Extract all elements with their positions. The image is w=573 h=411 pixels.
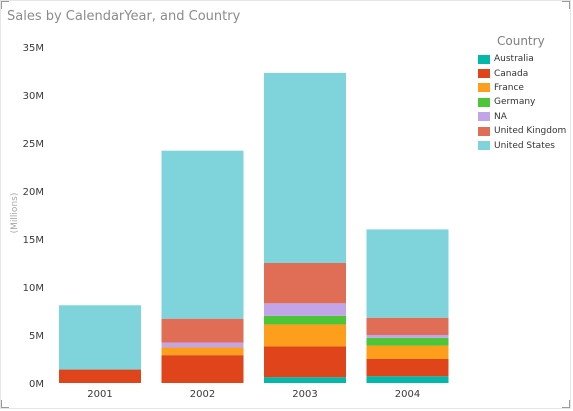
y-axis: 0M 5M 10M 15M 20M 25M 30M 35M xyxy=(23,43,44,390)
legend-title: Country xyxy=(497,34,545,48)
x-tick-label: 2001 xyxy=(87,389,112,400)
bar-segment[interactable] xyxy=(366,359,449,377)
bar-segment[interactable] xyxy=(264,324,346,347)
legend-label: France xyxy=(494,82,524,93)
y-tick-label: 15M xyxy=(23,235,44,246)
bar-segment[interactable] xyxy=(264,303,346,316)
bar-segment[interactable] xyxy=(161,318,244,343)
bar-segment[interactable] xyxy=(366,335,449,338)
bar-segment[interactable] xyxy=(161,347,244,356)
legend-item[interactable]: NA xyxy=(478,110,570,124)
legend-swatch xyxy=(478,83,490,93)
legend-label: Australia xyxy=(494,54,534,65)
legend-swatch xyxy=(478,141,490,151)
y-tick-label: 20M xyxy=(23,187,44,198)
bar-segment[interactable] xyxy=(264,263,346,304)
legend-items: Australia Canada France Germany NA United Kin… xyxy=(478,52,570,153)
bar-segment[interactable] xyxy=(59,305,141,370)
bar-segment[interactable] xyxy=(161,355,244,383)
bar-segment[interactable] xyxy=(264,315,346,325)
legend-swatch xyxy=(478,112,490,122)
x-axis: 2001 2002 2003 2004 xyxy=(87,389,420,400)
legend-swatch xyxy=(478,97,490,107)
bars xyxy=(59,72,449,383)
legend-label: Germany xyxy=(494,97,536,108)
legend-item[interactable]: Australia xyxy=(478,52,570,66)
bar-segment[interactable] xyxy=(161,342,244,348)
legend-label: United States xyxy=(494,140,555,151)
y-tick-label: 35M xyxy=(23,43,44,54)
y-tick-label: 30M xyxy=(23,91,44,102)
bar-segment[interactable] xyxy=(161,150,244,319)
bar-segment[interactable] xyxy=(264,346,346,378)
legend-label: United Kingdom xyxy=(494,126,567,137)
bar-segment[interactable] xyxy=(264,72,346,263)
resize-handle-bottom-right[interactable] xyxy=(562,400,570,408)
x-tick-label: 2002 xyxy=(190,389,215,400)
legend-label: NA xyxy=(494,111,507,122)
y-tick-label: 25M xyxy=(23,139,44,150)
legend-swatch xyxy=(478,126,490,136)
legend-item[interactable]: Canada xyxy=(478,66,570,80)
legend-swatch xyxy=(478,54,490,64)
y-tick-label: 0M xyxy=(29,379,44,390)
bar-segment[interactable] xyxy=(366,317,449,335)
bar-segment[interactable] xyxy=(366,229,449,318)
y-tick-label: 5M xyxy=(29,331,44,342)
bar-segment[interactable] xyxy=(59,369,141,383)
bar-segment[interactable] xyxy=(366,376,449,383)
legend-item[interactable]: United Kingdom xyxy=(478,124,570,138)
resize-handle-top-right[interactable] xyxy=(562,1,570,9)
legend-item[interactable]: Germany xyxy=(478,95,570,109)
x-tick-label: 2003 xyxy=(292,389,317,400)
legend-item[interactable]: United States xyxy=(478,138,570,152)
x-tick-label: 2004 xyxy=(395,389,420,400)
legend-item[interactable]: France xyxy=(478,81,570,95)
legend-label: Canada xyxy=(494,68,529,79)
y-axis-title: (Millions) xyxy=(10,193,20,234)
legend-swatch xyxy=(478,69,490,79)
legend: Country Australia Canada France Germany NA Un… xyxy=(478,34,570,153)
chart-title: Sales by CalendarYear, and Country xyxy=(7,9,241,24)
resize-handle-bottom-left[interactable] xyxy=(1,400,9,408)
y-tick-label: 10M xyxy=(23,283,44,294)
bar-segment[interactable] xyxy=(366,337,449,346)
bar-segment[interactable] xyxy=(366,345,449,359)
bar-segment[interactable] xyxy=(264,377,346,383)
resize-handle-top-left[interactable] xyxy=(1,1,9,9)
